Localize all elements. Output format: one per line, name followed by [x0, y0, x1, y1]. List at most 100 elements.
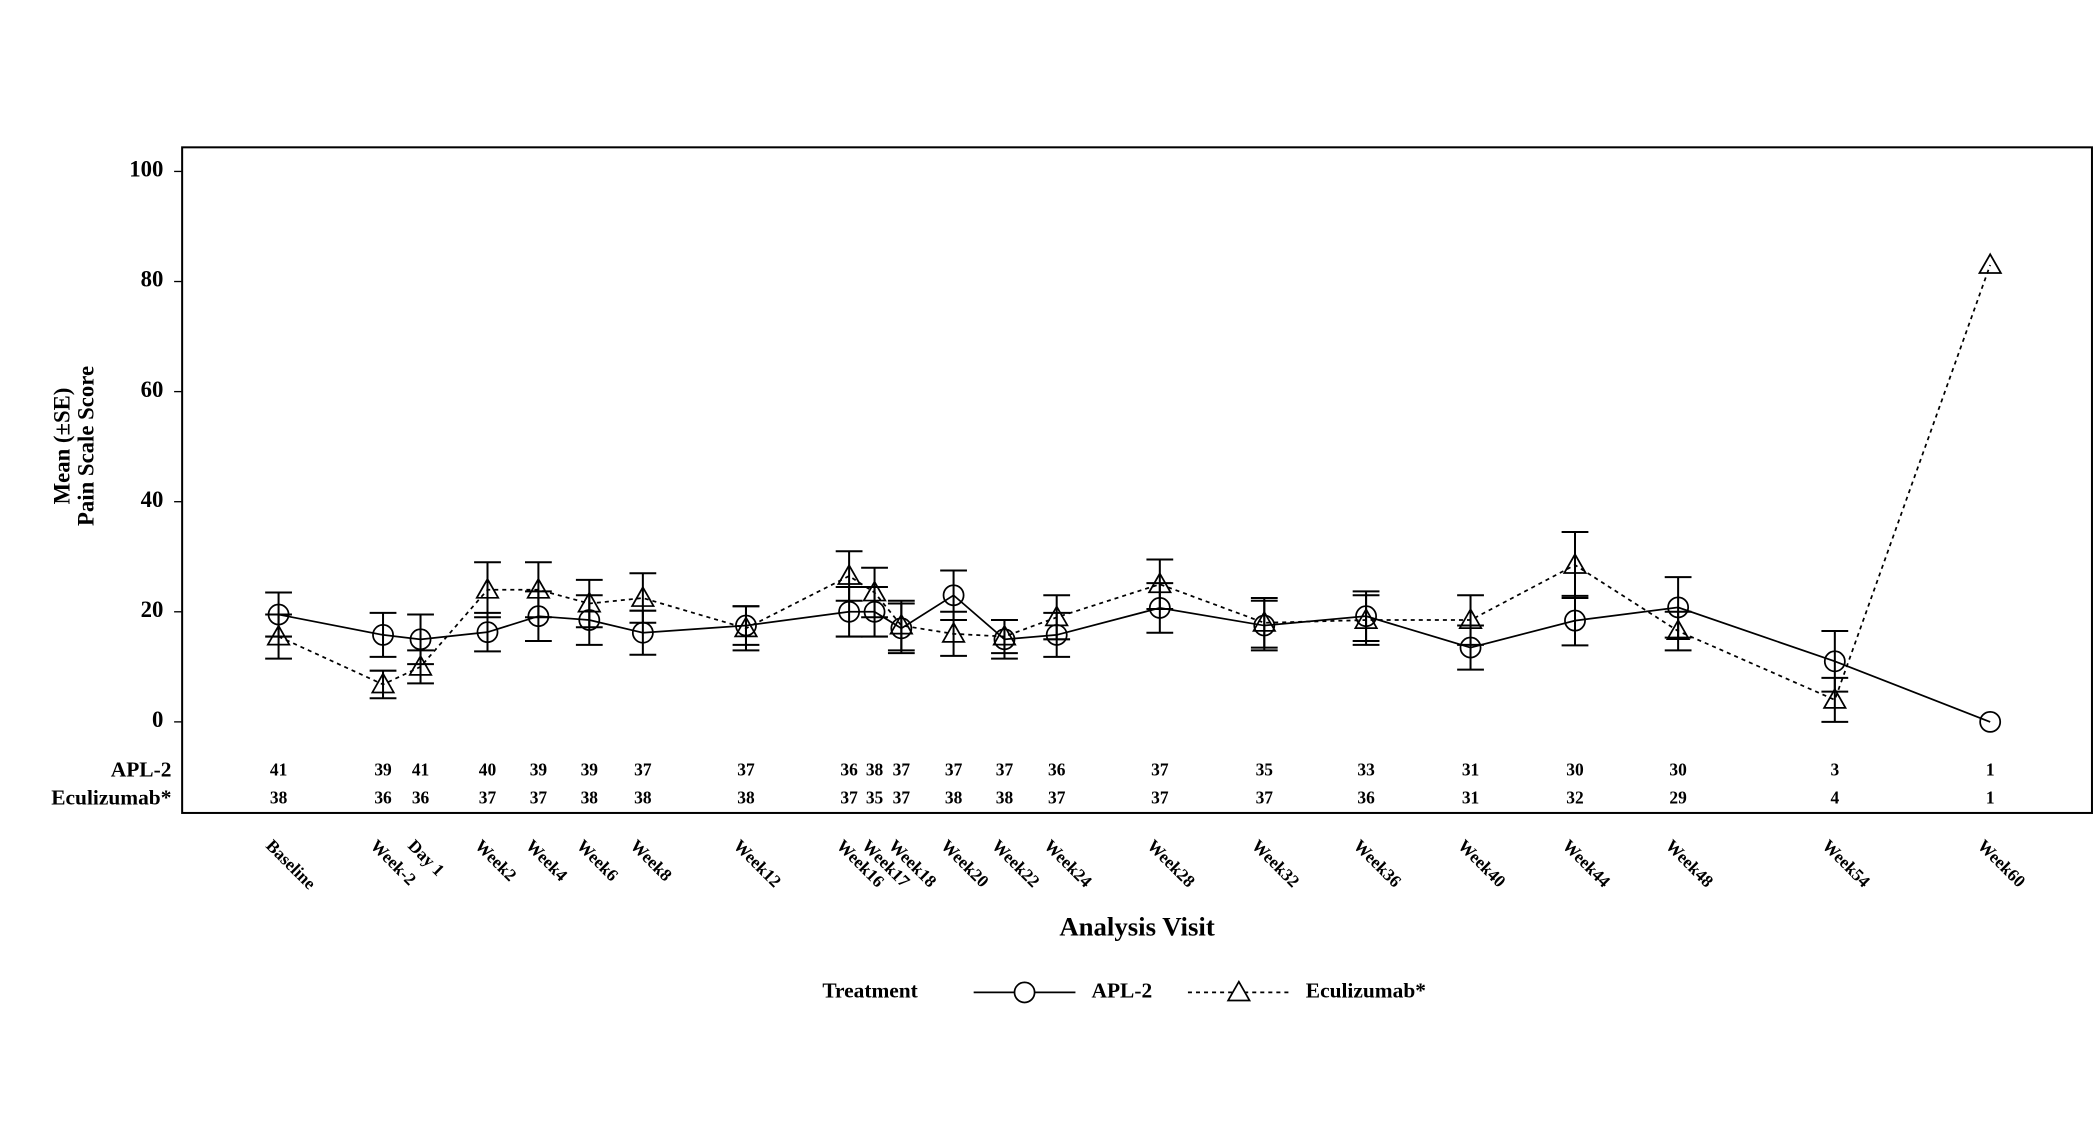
y-tick-label: 60 — [141, 377, 164, 402]
marker — [476, 621, 499, 644]
y-tick-label: 20 — [141, 597, 164, 622]
x-tick-label: Week54 — [1818, 835, 1874, 891]
error-bar — [861, 566, 888, 619]
marker — [1252, 610, 1277, 632]
error-bar — [629, 572, 657, 624]
error-bar — [1352, 594, 1380, 646]
x-tick-label: Week36 — [1350, 835, 1406, 891]
error-bar — [474, 561, 501, 619]
error-bar — [887, 599, 915, 652]
count-label: 41 — [412, 759, 429, 779]
y-tick-label: 100 — [129, 157, 163, 182]
count-label: 37 — [479, 788, 497, 808]
count-label: 31 — [1462, 788, 1479, 808]
y-axis-label: Mean (±SE) — [50, 388, 75, 505]
count-label: 38 — [866, 759, 884, 779]
marker — [941, 621, 966, 643]
marker — [942, 584, 965, 607]
x-tick-label: Week24 — [1040, 835, 1096, 891]
error-bar — [1561, 530, 1589, 600]
count-label: 29 — [1669, 788, 1687, 808]
y-tick-label: 80 — [141, 267, 164, 292]
marker — [1147, 571, 1173, 594]
x-tick-label: Week4 — [522, 835, 572, 885]
legend-marker — [1226, 979, 1252, 1002]
x-tick-label: Week48 — [1662, 835, 1718, 891]
plot-frame — [181, 146, 2093, 814]
count-label: 38 — [945, 788, 963, 808]
count-label: 37 — [996, 759, 1014, 779]
marker — [836, 563, 862, 585]
count-label: 37 — [1048, 788, 1066, 808]
legend-label: APL-2 — [1092, 978, 1153, 1002]
count-label: 36 — [412, 788, 430, 808]
count-label: 33 — [1357, 759, 1375, 779]
x-tick-label: Week8 — [626, 835, 676, 885]
marker — [526, 577, 551, 599]
count-label: 37 — [840, 788, 858, 808]
marker — [1353, 607, 1379, 629]
x-tick-label: Week6 — [573, 835, 623, 885]
marker — [475, 577, 500, 599]
count-label: 35 — [1256, 759, 1274, 779]
marker — [992, 624, 1017, 646]
count-label: 39 — [374, 759, 392, 779]
error-bar — [1821, 676, 1849, 723]
count-label: 38 — [737, 788, 755, 808]
error-bar — [940, 610, 967, 657]
marker — [862, 580, 887, 602]
count-label: 36 — [1048, 759, 1066, 779]
x-tick-label: Baseline — [262, 835, 320, 893]
marker — [408, 654, 433, 676]
count-label: 35 — [866, 788, 884, 808]
x-tick-label: Week20 — [937, 835, 993, 891]
x-tick-label: Week32 — [1248, 835, 1304, 891]
error-bar — [1250, 597, 1278, 649]
marker — [1564, 609, 1586, 632]
marker — [372, 623, 394, 646]
error-bar — [732, 605, 760, 652]
marker — [1044, 604, 1069, 627]
x-tick-label: Week28 — [1143, 835, 1199, 891]
marker — [1822, 687, 1848, 709]
series-line — [278, 264, 1991, 702]
x-axis-label: Analysis Visit — [1059, 912, 1215, 942]
x-tick-label: Week2 — [471, 835, 521, 885]
count-label: 3 — [1830, 759, 1839, 779]
y-tick-label: 0 — [152, 707, 163, 732]
count-label: 36 — [840, 759, 858, 779]
count-label: 4 — [1830, 788, 1839, 808]
count-label: 30 — [1669, 759, 1687, 779]
legend-label: Eculizumab* — [1306, 978, 1426, 1002]
count-label: 30 — [1566, 759, 1584, 779]
x-tick-label: Week12 — [730, 835, 786, 891]
error-bar — [265, 613, 292, 660]
error-bar — [1457, 594, 1484, 646]
x-tick-label: Week40 — [1454, 835, 1510, 891]
count-label: 36 — [374, 788, 392, 808]
error-bar — [1146, 558, 1174, 611]
error-bar — [369, 611, 397, 658]
legend-marker — [1013, 981, 1036, 1004]
marker — [630, 585, 656, 607]
marker — [577, 591, 602, 613]
x-tick-label: Week60 — [1974, 835, 2030, 891]
marker — [1562, 552, 1588, 574]
marker — [1823, 650, 1846, 673]
marker — [1977, 252, 2003, 274]
error-bar — [575, 578, 603, 629]
y-axis-label: Pain Scale Score — [74, 366, 99, 526]
count-label: 37 — [893, 788, 911, 808]
count-label: 37 — [945, 759, 963, 779]
count-label: 37 — [737, 759, 755, 779]
marker — [889, 613, 914, 635]
error-bar — [1664, 610, 1692, 652]
marker — [370, 671, 396, 694]
count-label: 41 — [270, 759, 287, 779]
count-label: 1 — [1986, 788, 1995, 808]
count-label: 31 — [1462, 759, 1479, 779]
count-row-label: APL-2 — [111, 757, 172, 781]
count-label: 38 — [581, 788, 599, 808]
error-bar — [1043, 594, 1071, 641]
